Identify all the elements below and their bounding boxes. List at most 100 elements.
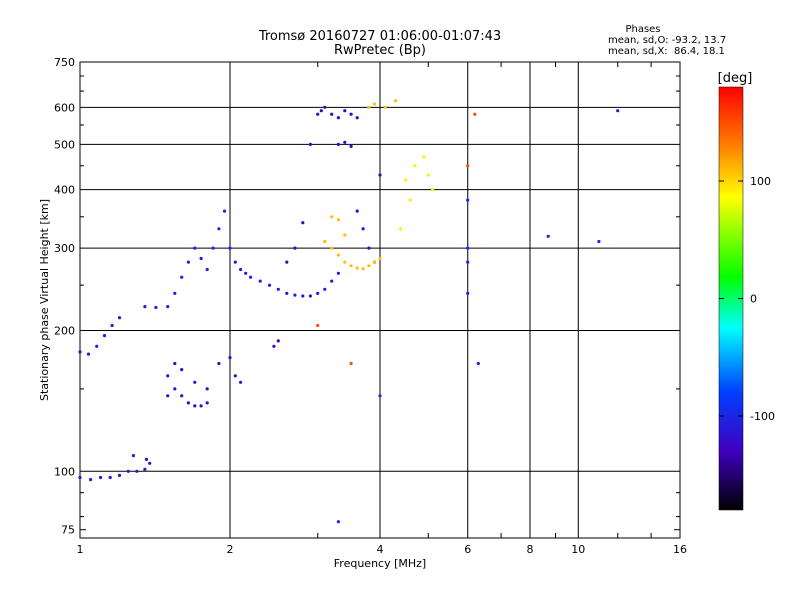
data-point [336,142,340,146]
x-tick-label: 4 [377,543,384,556]
data-point [135,469,139,473]
data-point [193,404,197,408]
x-tick-labels: 1 2 4 6 8 10 16 [77,543,688,556]
data-point [361,227,365,231]
data-point [86,352,91,356]
data-point [166,394,170,398]
data-point [193,246,197,250]
data-point [205,401,209,405]
data-point [349,112,353,116]
data-point [222,209,227,213]
data-point [249,275,253,279]
data-point [193,380,197,384]
data-point [180,275,184,279]
data-point [199,256,203,261]
chart-subtitle: RwPretec (Bp) [334,43,426,58]
data-point [355,266,359,270]
data-point [399,227,403,231]
data-point [233,374,237,378]
data-point [336,520,340,524]
y-tick-label: 200 [54,324,75,337]
y-tick-label: 300 [54,242,75,255]
y-tick-label: 750 [54,56,75,69]
data-point [154,305,158,310]
data-point [383,105,387,109]
data-point [78,475,82,480]
data-point [466,198,470,202]
data-point [308,294,312,298]
data-points [78,99,620,524]
colorbar-tick-label: 0 [750,293,757,306]
data-point [403,178,408,182]
data-point [361,267,365,271]
x-tick-label: 2 [227,543,234,556]
data-point [276,339,280,343]
y-tick-label: 75 [61,524,75,537]
axis-ticks [80,62,680,538]
data-point [78,350,82,354]
data-point [143,305,147,309]
data-point [473,112,477,116]
data-point [267,283,272,287]
x-tick-label: 6 [464,543,471,556]
data-point [336,116,340,120]
data-point [355,116,359,120]
data-point [285,260,289,264]
data-point [349,264,353,268]
grid-lines [80,62,680,538]
data-point [228,356,232,360]
data-point [95,344,99,348]
data-point [394,99,398,103]
data-point [217,361,221,366]
data-point [466,291,470,295]
data-point [422,155,426,159]
data-point [336,271,340,275]
data-point [408,198,412,202]
data-point [117,473,122,477]
data-point [173,387,177,391]
colorbar: [deg] 100 0 -100 [718,71,775,511]
data-point [180,394,184,398]
data-point [239,267,243,272]
data-point [258,279,262,283]
data-point [217,227,221,231]
data-point [186,260,190,264]
data-point [597,239,601,244]
data-point [272,344,276,348]
x-tick-label: 16 [673,543,687,556]
stats-heading: Phases [625,24,660,35]
stats-line-o: mean, sd,O: -93.2, 13.7 [608,35,726,46]
x-tick-label: 10 [571,543,585,556]
data-point [239,380,243,384]
data-point [285,291,289,295]
data-point [616,109,620,113]
data-point [319,109,323,113]
data-point [367,264,371,268]
data-point [244,271,248,275]
data-point [199,404,203,408]
y-tick-label: 400 [54,184,75,197]
data-point [186,401,190,405]
data-point [330,246,334,250]
data-point [293,246,297,250]
data-point [372,260,377,264]
y-tick-labels: 75 100 200 300 400 500 600 750 [54,56,75,537]
data-point [431,188,435,192]
data-point [466,260,470,264]
data-point [126,469,130,473]
data-point [378,173,382,177]
x-axis-label: Frequency [MHz] [334,557,426,570]
data-point [466,164,470,168]
data-point [343,109,347,113]
data-point [228,246,232,250]
data-point [316,112,320,116]
data-point [323,287,327,291]
data-point [323,105,327,109]
data-point [131,454,135,458]
data-point [367,246,371,250]
data-point [378,394,382,398]
y-axis-label: Stationary phase Virtual Height [km] [38,199,51,401]
y-tick-label: 500 [54,138,75,151]
data-point [367,105,371,109]
